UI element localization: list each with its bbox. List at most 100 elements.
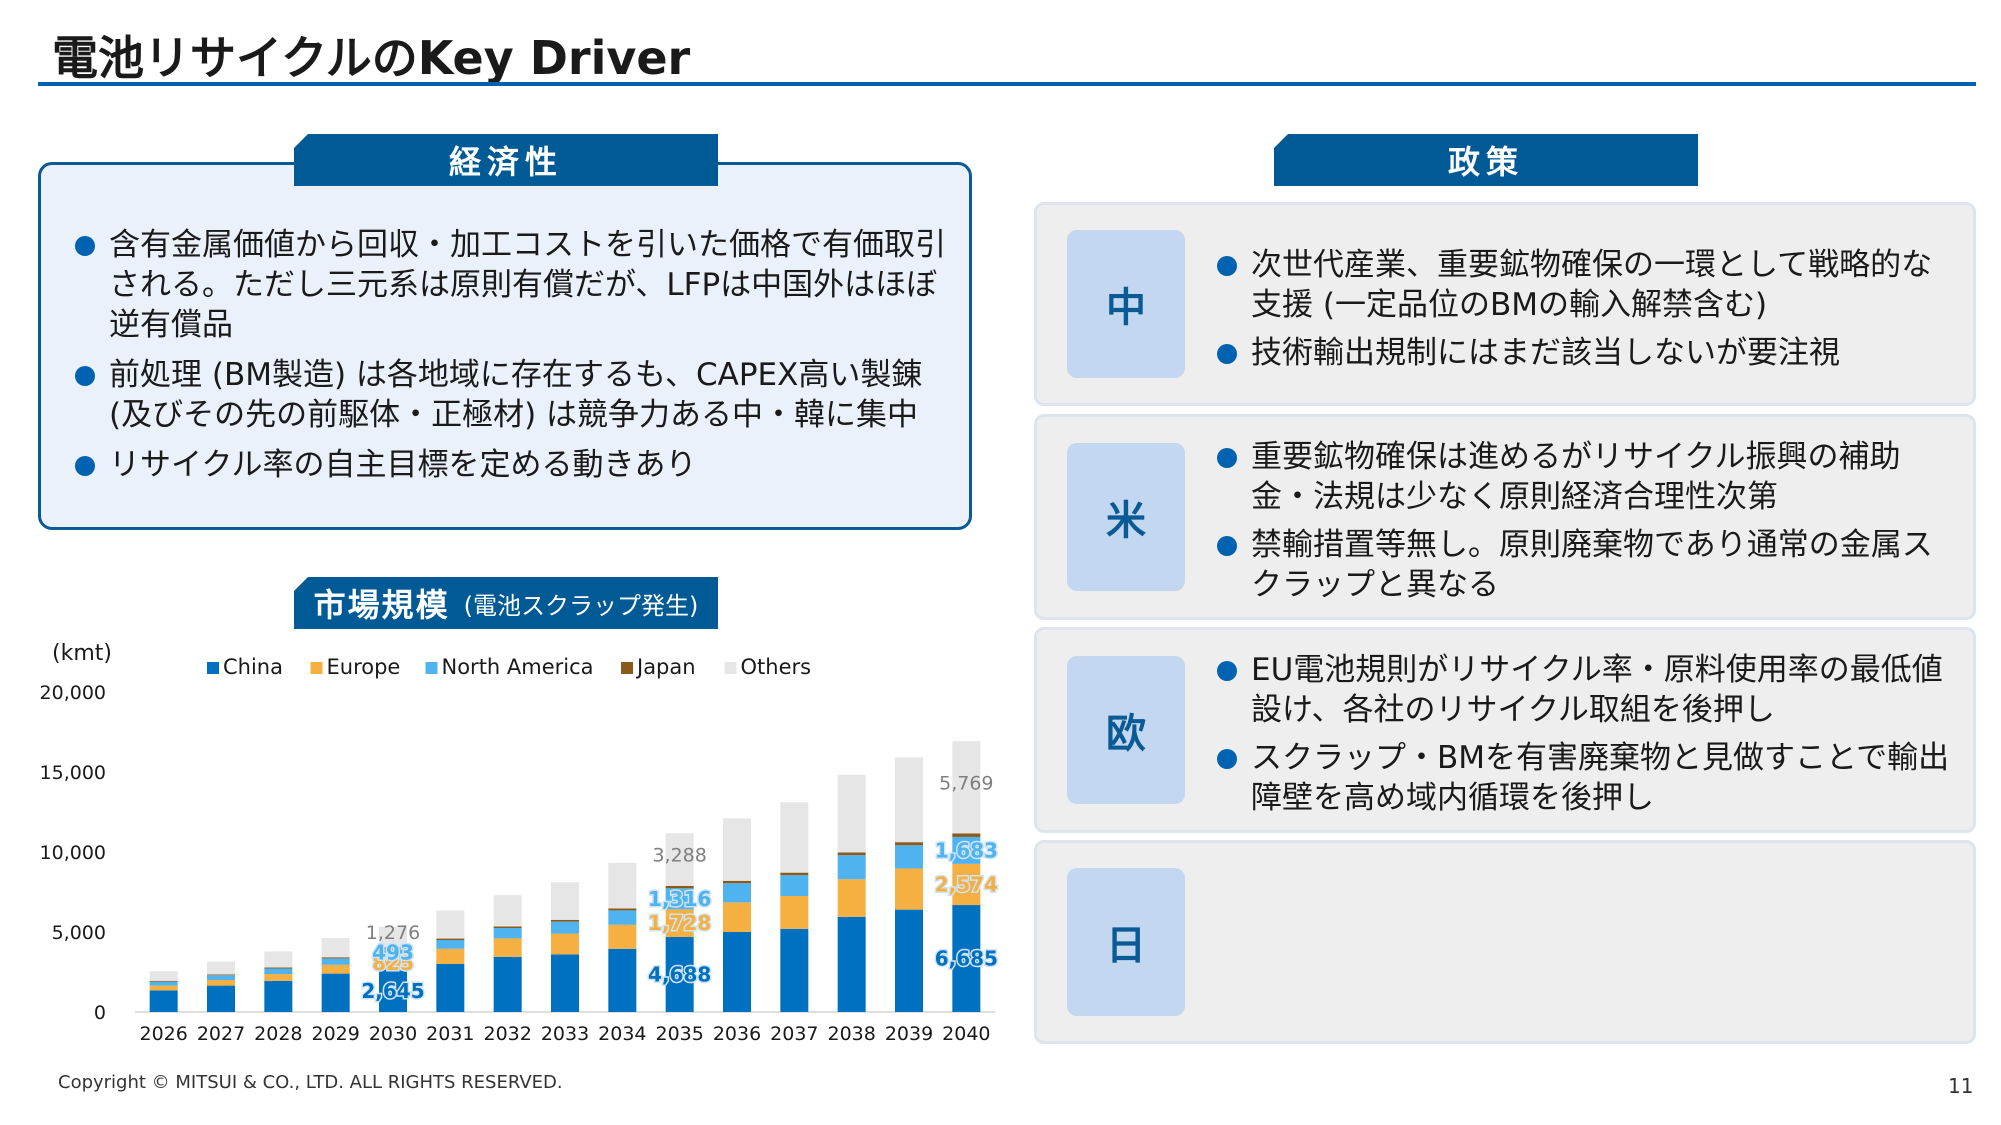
bar-segment (493, 938, 522, 957)
bar-segment (952, 833, 981, 837)
bar-segment (493, 956, 522, 1012)
bar-segment (321, 938, 350, 958)
market-tab-label: 市場規模 (313, 586, 450, 624)
legend-label: Europe (327, 655, 401, 679)
policy-panel-eu: 欧 EU電池規則がリサイクル率・原料使用率の最低値設け、各社のリサイクル取組を後… (1034, 627, 1976, 833)
legend-swatch (724, 662, 737, 674)
bar-segment (149, 980, 178, 982)
policy-tab: 政策 (1274, 134, 1698, 186)
data-label: 1,728 (648, 911, 711, 935)
policy-eu-bullet-2: スクラップ・BMを有害廃棄物と見做すことで輸出障壁を高め域内循環を後押し (1217, 738, 1957, 818)
data-label: 1,683 (935, 838, 998, 862)
bar-segment (264, 980, 293, 1012)
legend-label: North America (442, 655, 594, 679)
economics-bullets: 含有金属価値から回収・加工コストを引いた価格で有価取引される。ただし三元系は原則… (75, 225, 955, 495)
bar-segment (837, 916, 866, 1012)
bar-segment (149, 990, 178, 1012)
bar-segment (608, 862, 637, 909)
bar-segment (952, 905, 981, 1012)
bar-segment (264, 974, 293, 981)
policy-tab-label: 政策 (1447, 143, 1524, 181)
x-tick-label: 2032 (483, 1023, 531, 1045)
bar-segment (207, 961, 235, 975)
bar-segment (149, 981, 178, 986)
bar-segment (379, 926, 407, 948)
data-label: 6,685 (935, 947, 998, 971)
bar-segment (837, 855, 866, 880)
economics-bullet-2: 前処理 (BM製造) は各地域に存在するも、CAPEX高い製錬 (及びその先の前… (75, 355, 955, 435)
bar-segment (551, 919, 579, 922)
y-tick-label: 20,000 (40, 682, 106, 704)
bar-segment (780, 875, 809, 896)
x-tick-label: 2036 (713, 1023, 761, 1045)
bar-segment (608, 910, 637, 925)
x-tick-label: 2031 (426, 1023, 474, 1045)
bar-segment (379, 969, 407, 1012)
x-tick-label: 2026 (139, 1023, 187, 1045)
bar-segment (723, 880, 751, 884)
economics-box: 含有金属価値から回収・加工コストを引いた価格で有価取引される。ただし三元系は原則… (38, 162, 972, 530)
data-label: 825 (372, 951, 414, 975)
x-tick-label: 2029 (311, 1023, 359, 1045)
policy-us-bullet-2: 禁輸措置等無し。原則廃棄物であり通常の金属スクラップと異なる (1217, 525, 1957, 605)
data-label: 1,316 (648, 887, 711, 911)
bar-segment (379, 948, 407, 957)
x-tick-label: 2035 (655, 1023, 703, 1045)
bar-segment (551, 882, 579, 920)
legend-swatch (207, 662, 219, 674)
x-tick-label: 2037 (770, 1023, 818, 1045)
bar-segment (895, 757, 923, 843)
legend-label: Others (741, 655, 812, 679)
bar-segment (780, 896, 809, 929)
data-label: 2,574 (935, 872, 998, 896)
bar-segment (665, 885, 694, 889)
page-number: 11 (1948, 1074, 1974, 1098)
bar-segment (837, 774, 866, 853)
bar-segment (665, 888, 694, 910)
data-label: 4,688 (648, 962, 711, 986)
bar-segment (780, 802, 809, 873)
bar-segment (379, 956, 407, 970)
bar-segment (321, 957, 350, 959)
x-tick-label: 2027 (197, 1023, 245, 1045)
x-tick-label: 2039 (885, 1023, 933, 1045)
bar-segment (321, 958, 350, 965)
policy-bullets-china: 次世代産業、重要鉱物確保の一環として戦略的な支援 (一定品位のBMの輸入解禁含む… (1217, 245, 1957, 381)
x-tick-label: 2028 (254, 1023, 302, 1045)
bar-segment (207, 975, 235, 980)
bar-segment (436, 940, 465, 949)
bar-segment (379, 947, 407, 949)
y-tick-label: 10,000 (40, 842, 106, 864)
bar-segment (952, 863, 981, 906)
bar-segment (493, 926, 522, 928)
bar-segment (723, 932, 751, 1012)
x-tick-label: 2030 (369, 1023, 417, 1045)
bar-segment (665, 936, 694, 1012)
bar-segment (436, 938, 465, 940)
y-tick-label: 15,000 (40, 762, 106, 784)
page-title: 電池リサイクルのKey Driver (52, 31, 691, 85)
legend-label: China (223, 655, 283, 679)
bar-segment (207, 980, 235, 986)
bar-segment (723, 818, 751, 881)
bar-segment (264, 968, 293, 975)
y-tick-label: 0 (94, 1002, 106, 1024)
bar-segment (608, 908, 637, 911)
bar-segment (149, 971, 178, 981)
data-label: 493 (372, 941, 414, 965)
bar-segment (780, 928, 809, 1012)
bar-segment (665, 833, 694, 886)
policy-us-bullet-1: 重要鉱物確保は進めるがリサイクル振興の補助金・法規は少なく原則経済合理性次第 (1217, 437, 1957, 517)
x-tick-label: 2038 (827, 1023, 875, 1045)
data-label: 2,645 (361, 979, 424, 1003)
bar-segment (952, 836, 981, 864)
bar-segment (321, 973, 350, 1012)
chart-root: (kmt) 0 5,000 10,000 15,000 20,000 China Europe… (40, 641, 999, 1045)
policy-badge-eu: 欧 (1067, 656, 1185, 804)
policy-panel-china: 中 次世代産業、重要鉱物確保の一環として戦略的な支援 (一定品位のBMの輸入解禁… (1034, 202, 1976, 406)
bar-segment (665, 909, 694, 937)
legend-label: Japan (635, 655, 696, 679)
data-label: 1,276 (366, 922, 420, 944)
bar-segment (895, 842, 923, 846)
bar-segment (264, 951, 293, 968)
